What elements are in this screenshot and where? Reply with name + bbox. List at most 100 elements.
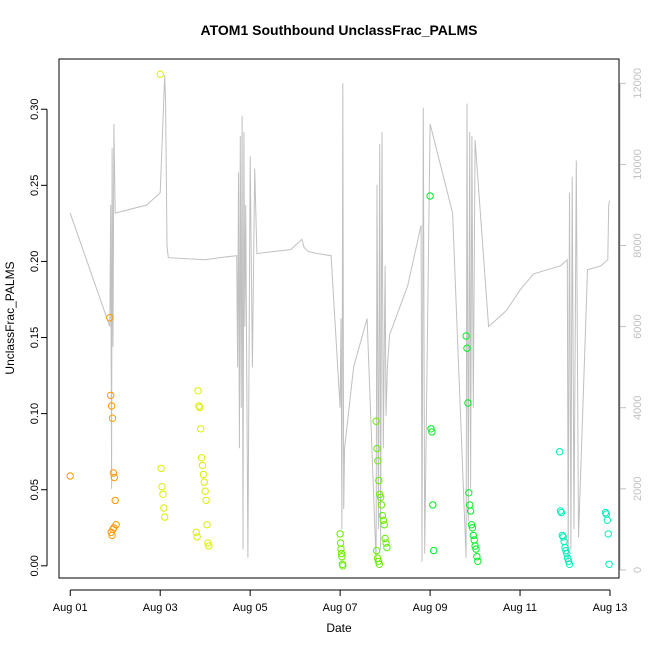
data-point-series-4 bbox=[467, 521, 476, 529]
data-point-series-2 bbox=[203, 521, 211, 529]
data-point-series-4 bbox=[466, 501, 474, 509]
data-point-series-2 bbox=[157, 464, 165, 473]
y-tick-label: 0.30 bbox=[29, 98, 41, 119]
data-point-series-3 bbox=[379, 516, 387, 524]
data-point-series-3 bbox=[382, 539, 390, 547]
y-tick-label: 0.05 bbox=[29, 479, 41, 500]
data-point-series-2 bbox=[200, 478, 209, 486]
x-tick-label: Aug 05 bbox=[233, 602, 268, 614]
data-point-series-3 bbox=[378, 511, 387, 520]
x-tick-label: Aug 07 bbox=[323, 602, 358, 614]
data-point-series-3 bbox=[377, 501, 386, 509]
data-point-series-3 bbox=[337, 549, 346, 558]
data-point-series-1 bbox=[110, 473, 119, 482]
data-point-series-3 bbox=[372, 417, 380, 425]
x-tick-label: Aug 01 bbox=[53, 602, 88, 614]
data-point-series-4 bbox=[474, 557, 482, 565]
data-point-series-2 bbox=[158, 483, 166, 491]
data-point-series-4 bbox=[429, 501, 437, 509]
data-point-series-3 bbox=[380, 521, 388, 529]
data-point-series-2 bbox=[205, 542, 213, 550]
y2-tick-label: 6000 bbox=[632, 314, 644, 338]
x-tick-label: Aug 11 bbox=[503, 602, 537, 614]
data-point-series-4 bbox=[463, 344, 471, 352]
altitude-line bbox=[69, 75, 611, 562]
data-point-series-4 bbox=[472, 545, 480, 553]
data-point-series-3 bbox=[373, 444, 381, 453]
y-tick-label: 0.25 bbox=[29, 175, 41, 196]
x-tick-label: Aug 09 bbox=[413, 602, 448, 614]
data-point-series-4 bbox=[462, 332, 470, 340]
data-point-series-2 bbox=[159, 490, 167, 498]
y2-tick-label: 10000 bbox=[632, 149, 644, 180]
data-point-series-3 bbox=[338, 553, 346, 561]
data-point-series-5 bbox=[603, 516, 611, 524]
data-point-series-2 bbox=[201, 487, 209, 495]
data-point-series-3 bbox=[337, 545, 345, 553]
data-point-series-4 bbox=[464, 399, 472, 407]
axes-layer: Aug 01 Aug 03 Aug 05 Aug 07 Aug 09 Aug 11 Aug … bbox=[29, 68, 644, 614]
data-point-series-2 bbox=[160, 504, 168, 512]
data-point-series-1 bbox=[108, 531, 116, 540]
y2-tick-label: 8000 bbox=[632, 233, 644, 257]
data-point-series-5 bbox=[560, 537, 568, 546]
data-point-series-3 bbox=[336, 530, 344, 538]
data-point-series-1 bbox=[107, 391, 115, 400]
data-point-series-3 bbox=[336, 539, 345, 547]
data-point-series-2 bbox=[199, 470, 208, 479]
data-point-series-2 bbox=[194, 387, 202, 395]
data-point-series-5 bbox=[605, 560, 613, 568]
data-point-series-3 bbox=[374, 457, 382, 465]
data-point-series-1 bbox=[106, 314, 114, 322]
y2-tick-label: 12000 bbox=[632, 68, 644, 99]
y-tick-label: 0.10 bbox=[29, 403, 41, 424]
y-tick-label: 0.00 bbox=[29, 555, 41, 576]
data-point-series-4 bbox=[426, 192, 434, 200]
data-point-series-3 bbox=[372, 546, 381, 555]
data-point-series-2 bbox=[193, 533, 201, 541]
data-point-series-3 bbox=[381, 534, 389, 543]
data-point-series-4 bbox=[428, 428, 436, 436]
data-point-series-4 bbox=[468, 524, 477, 532]
data-point-series-1 bbox=[66, 472, 74, 480]
data-point-series-1 bbox=[108, 414, 117, 422]
data-point-series-5 bbox=[559, 533, 567, 541]
data-point-series-5 bbox=[563, 549, 571, 558]
data-point-series-2 bbox=[197, 454, 206, 462]
y-axis-label: UnclassFrac_PALMS bbox=[3, 261, 17, 374]
data-point-series-2 bbox=[156, 70, 164, 78]
data-point-series-1 bbox=[111, 496, 119, 505]
y-tick-label: 0.20 bbox=[29, 251, 41, 272]
data-point-series-5 bbox=[564, 557, 573, 565]
data-point-series-5 bbox=[556, 507, 565, 515]
data-point-series-2 bbox=[198, 461, 207, 470]
data-point-series-3 bbox=[375, 560, 383, 568]
altitude-layer bbox=[69, 75, 611, 562]
data-point-series-5 bbox=[565, 560, 574, 568]
data-point-series-1 bbox=[109, 469, 118, 477]
data-point-series-4 bbox=[470, 536, 478, 544]
data-point-series-4 bbox=[473, 553, 481, 561]
data-point-series-5 bbox=[562, 546, 570, 555]
data-point-series-4 bbox=[430, 546, 438, 555]
data-point-series-4 bbox=[469, 531, 477, 540]
data-point-series-5 bbox=[604, 530, 612, 538]
points-layer bbox=[66, 70, 613, 570]
data-point-series-4 bbox=[465, 489, 473, 497]
data-point-series-2 bbox=[161, 513, 169, 521]
data-point-series-2 bbox=[197, 425, 205, 433]
data-point-series-3 bbox=[374, 557, 383, 565]
data-point-series-3 bbox=[376, 493, 385, 501]
data-point-series-2 bbox=[196, 403, 204, 412]
data-point-series-5 bbox=[555, 448, 564, 456]
x-tick-label: Aug 13 bbox=[593, 602, 628, 614]
y-tick-label: 0.15 bbox=[29, 327, 41, 348]
y2-tick-label: 0 bbox=[632, 567, 644, 573]
data-point-series-4 bbox=[427, 425, 435, 433]
y2-tick-label: 2000 bbox=[632, 477, 644, 501]
data-point-series-3 bbox=[376, 490, 384, 498]
data-point-series-3 bbox=[375, 476, 383, 485]
x-tick-label: Aug 03 bbox=[143, 602, 178, 614]
data-point-series-5 bbox=[601, 508, 610, 517]
